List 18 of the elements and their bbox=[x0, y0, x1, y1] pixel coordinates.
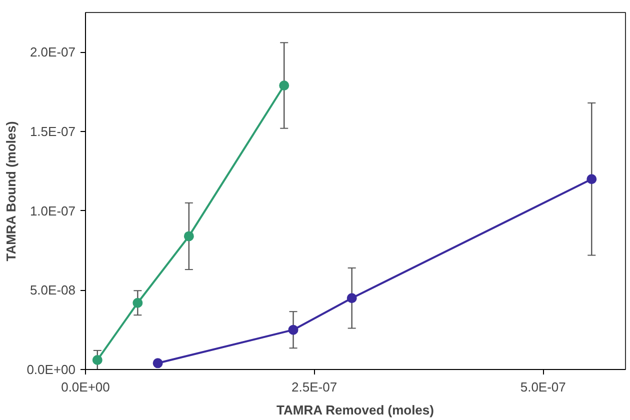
point bbox=[152, 358, 163, 368]
y-tick-label: 2.0E-07 bbox=[30, 44, 76, 60]
x-tick-label: 2.5E-07 bbox=[292, 380, 338, 394]
y-tick-label: 1.0E-07 bbox=[30, 203, 76, 218]
point bbox=[132, 298, 143, 308]
point bbox=[279, 80, 290, 90]
x-tick-label: 0.0E+00 bbox=[61, 380, 110, 394]
point bbox=[586, 174, 597, 184]
point bbox=[346, 293, 357, 304]
y-tick-label: 1.5E-07 bbox=[30, 124, 76, 139]
point bbox=[92, 354, 102, 365]
point bbox=[288, 324, 298, 335]
point bbox=[184, 231, 194, 242]
y-axis-title: TAMRA Bound (moles) bbox=[4, 121, 19, 262]
y-tick-label: 5.0E-08 bbox=[30, 282, 76, 298]
y-tick-label: 0.0E+00 bbox=[26, 362, 76, 377]
x-tick-label: 5.0E-07 bbox=[520, 380, 566, 394]
x-axis-title: TAMRA Removed (moles) bbox=[276, 402, 434, 418]
